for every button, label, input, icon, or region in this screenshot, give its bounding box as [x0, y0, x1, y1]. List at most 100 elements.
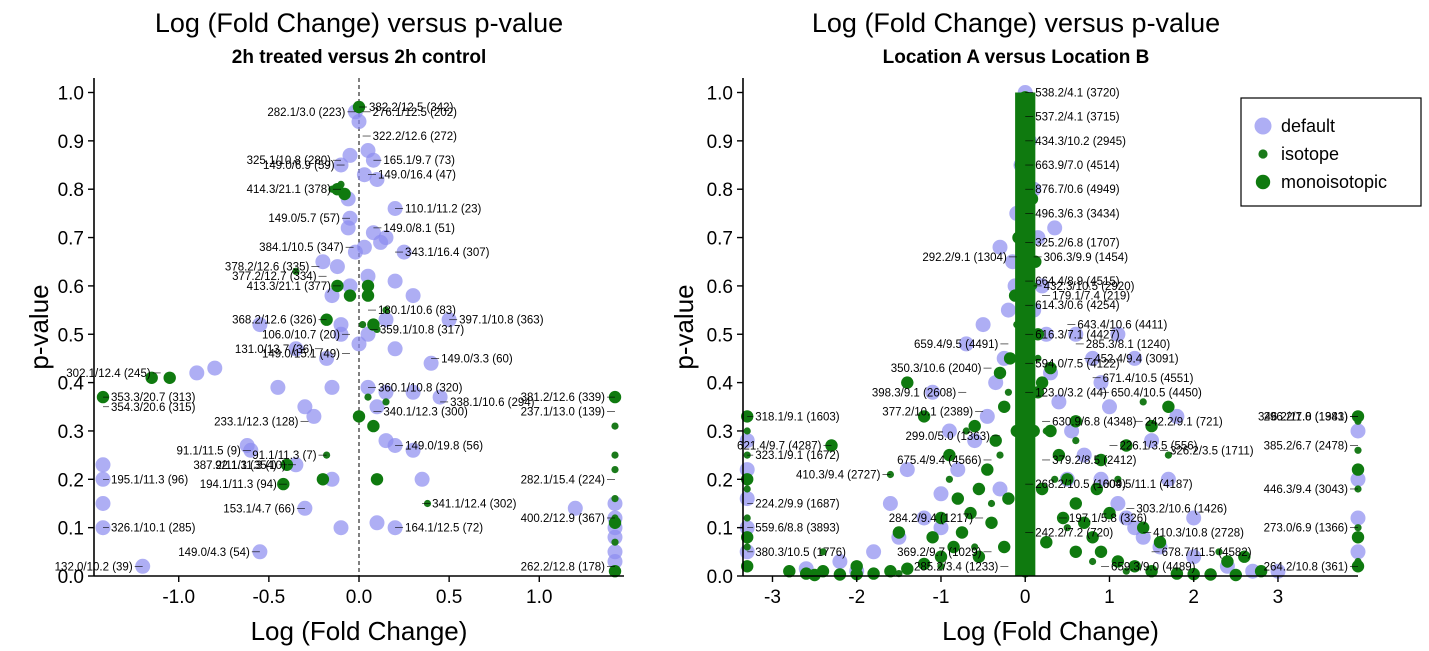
y-tick-label: 0.3: [58, 422, 84, 443]
annotation-label: 165.1/9.7 (73): [383, 155, 455, 167]
annotation-label: 338.1/10.6 (294): [450, 397, 535, 409]
annotation-label: 537.2/4.1 (3715): [1035, 112, 1120, 124]
monoisotopic-point: [367, 318, 380, 331]
annotation-label: 671.4/10.5 (4551): [1103, 373, 1194, 385]
default-point: [992, 481, 1008, 497]
annotation-label: 233.1/12.3 (128): [214, 416, 299, 428]
monoisotopic-point: [741, 531, 754, 544]
default-point: [347, 244, 363, 260]
monoisotopic-point: [972, 482, 986, 496]
monoisotopic-point: [1002, 492, 1015, 505]
monoisotopic-point: [145, 371, 158, 384]
default-point: [342, 147, 358, 163]
annotation-label: 452.4/9.4 (3091): [1094, 353, 1179, 365]
y-axis-label: p-value: [669, 284, 699, 369]
default-point: [933, 486, 949, 502]
y-tick-label: 0.8: [58, 180, 84, 201]
monoisotopic-point: [926, 531, 939, 544]
annotation-label: 276.1/12.5 (202): [373, 107, 458, 119]
monoisotopic-point: [993, 366, 1007, 380]
x-axis-label: Log (Fold Change): [251, 616, 468, 646]
default-point: [1076, 447, 1092, 463]
monoisotopic-point: [1003, 352, 1017, 365]
monoisotopic-point: [951, 492, 964, 505]
monoisotopic-point: [1094, 453, 1108, 467]
default-point: [369, 172, 385, 187]
monoisotopic-point: [947, 540, 960, 554]
default-point: [405, 442, 421, 458]
default-point: [360, 268, 376, 284]
default-point: [979, 408, 995, 424]
monoisotopic-point: [1069, 415, 1083, 428]
x-tick-label: 0.0: [346, 587, 372, 608]
monoisotopic-point: [934, 550, 948, 563]
annotation-label: 149.0/6.9 (59): [263, 160, 335, 172]
isotope-point: [1051, 475, 1059, 483]
annotation-label: 323.1/9.1 (1672): [755, 450, 840, 462]
monoisotopic-point: [1238, 550, 1251, 563]
annotation-label: 678.7/11.5 (4582): [1162, 547, 1252, 559]
annotation-label: 538.2/4.1 (3720): [1035, 88, 1120, 100]
default-point: [135, 558, 151, 574]
default-point: [1186, 549, 1202, 565]
legend-box: [1240, 97, 1422, 207]
default-point: [1000, 302, 1016, 318]
default-point: [933, 520, 949, 536]
annotation-label: 659.4/9.5 (4491): [914, 339, 999, 351]
monoisotopic-point: [1086, 531, 1099, 544]
default-point: [95, 457, 111, 473]
annotation-label: 359.1/10.8 (317): [380, 324, 465, 336]
monoisotopic-point: [343, 289, 357, 302]
annotation-label: 322.2/12.6 (272): [373, 131, 458, 143]
annotation-label: 237.1/13.0 (139): [521, 407, 606, 419]
default-point: [319, 350, 335, 366]
y-tick-label: 0.1: [58, 519, 84, 540]
monoisotopic-point: [998, 400, 1011, 413]
x-tick-label: -2: [848, 587, 865, 608]
axes: -3 -2 -1 0 1 2 3 0.0 0.1 0.2 0.3 0.4 0.5 0.6 0.7 0.8 0.9…: [707, 78, 1358, 608]
isotope-point: [945, 475, 954, 483]
default-point: [405, 288, 421, 304]
default-point: [333, 520, 349, 536]
annotation-label: 153.1/4.7 (66): [223, 503, 295, 515]
annotation-label: 110.1/11.2 (23): [405, 204, 481, 216]
isotope-point: [1034, 354, 1042, 362]
default-point: [441, 312, 457, 328]
monoisotopic-point: [1351, 463, 1365, 476]
isotope-point: [971, 543, 979, 551]
y-tick-label: 0.0: [58, 567, 84, 588]
default-point: [1118, 510, 1134, 526]
annotation-label: 643.4/10.6 (4411): [1077, 320, 1167, 332]
default-point: [1169, 408, 1185, 424]
annotation-label: 397.1/10.8 (363): [459, 315, 544, 327]
monoisotopic-point: [1103, 506, 1116, 520]
monoisotopic-point: [972, 550, 986, 563]
default-point: [95, 496, 111, 511]
x-tick-label: -1.0: [162, 587, 195, 608]
default-point: [1160, 471, 1176, 487]
chart-title: Log (Fold Change) versus p-value: [812, 8, 1220, 38]
monoisotopic-point: [1069, 497, 1083, 510]
isotope-point: [819, 548, 827, 556]
annotation-label: 663.9/7.0 (4514): [1035, 160, 1120, 172]
isotope-point: [323, 451, 331, 459]
annotation-label: 91.1/11.3 (7): [252, 450, 317, 462]
annotation-label: 594.0/7.5 (4122): [1035, 358, 1120, 370]
annotation-label: 876.7/0.6 (4949): [1035, 184, 1120, 196]
default-point: [899, 462, 915, 478]
monoisotopic-point: [1229, 568, 1243, 582]
default-point: [297, 399, 313, 415]
annotation-label: 92.1/11.3 (10): [215, 460, 286, 472]
annotation-label: 369.2/9.7 (1029): [897, 547, 982, 559]
default-point: [414, 471, 430, 487]
monoisotopic-point: [943, 448, 956, 462]
monoisotopic-point: [1153, 536, 1167, 549]
monoisotopic-point: [1137, 521, 1150, 534]
default-point: [288, 341, 304, 357]
annotation-label: 354.3/20.6 (315): [111, 402, 196, 414]
default-point: [207, 360, 223, 376]
annotation-label: 318.1/9.1 (1603): [755, 411, 840, 423]
y-tick-label: 0.2: [58, 470, 84, 491]
annotation-label: 194.1/11.3 (94): [200, 479, 277, 491]
